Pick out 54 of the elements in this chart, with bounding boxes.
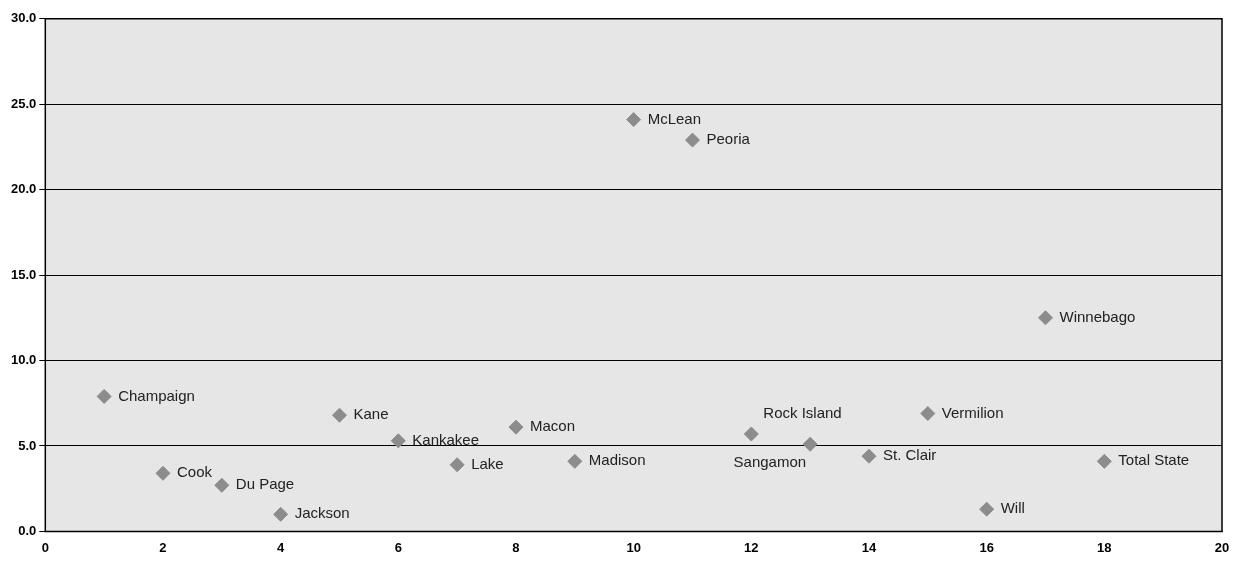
annotation: Vermilion	[941, 403, 1004, 421]
point	[979, 501, 995, 517]
point	[273, 506, 289, 522]
annotation: Du Page	[235, 475, 295, 493]
point	[508, 419, 524, 435]
annotation: Champaign	[118, 386, 195, 404]
y-tick-label: 30.0	[10, 10, 37, 26]
point	[684, 132, 700, 148]
annotation: Macon	[529, 417, 576, 435]
x-tick-label: 18	[1097, 539, 1112, 555]
annotation: Will	[1000, 499, 1025, 517]
y-tick-label: 10.0	[10, 352, 37, 368]
annotation: Cook	[176, 463, 213, 481]
annotation: Lake	[471, 454, 504, 472]
annotation: Rock Island	[763, 404, 842, 422]
annotation: Madison	[588, 451, 646, 469]
x-tick-label: 12	[744, 539, 759, 555]
annotation: Kane	[353, 405, 389, 423]
point	[626, 112, 642, 128]
point	[1037, 310, 1053, 326]
y-tick-label: 5.0	[18, 437, 37, 453]
x-tick-label: 20	[1214, 539, 1230, 555]
annotation: Peoria	[706, 130, 751, 148]
point	[743, 426, 759, 442]
y-tick-label: 0.0	[18, 522, 37, 538]
x-tick-label: 16	[979, 539, 994, 555]
annotation: St. Clair	[882, 446, 937, 464]
point	[96, 388, 112, 404]
annotation: Jackson	[294, 504, 350, 522]
point	[920, 406, 936, 421]
x-tick-label: 4	[277, 539, 286, 555]
y-tick-label: 25.0	[10, 95, 37, 111]
annotation: Sangamon	[733, 453, 807, 471]
point	[802, 436, 818, 452]
x-tick-label: 8	[512, 539, 520, 555]
point	[331, 407, 347, 423]
point	[861, 448, 877, 464]
y-tick-label: 20.0	[10, 181, 37, 197]
annotation: Total State	[1118, 451, 1190, 469]
x-tick-label: 2	[159, 539, 167, 555]
point	[449, 457, 465, 473]
point	[214, 477, 230, 493]
annotation: Winnebago	[1059, 307, 1136, 325]
point	[155, 465, 171, 481]
point	[390, 433, 406, 449]
x-tick-label: 0	[41, 539, 49, 555]
y-tick-label: 15.0	[10, 266, 37, 282]
annotation: McLean	[647, 109, 702, 127]
x-tick-label: 6	[394, 539, 402, 555]
x-tick-label: 10	[626, 539, 641, 555]
x-tick-label: 14	[861, 539, 877, 555]
annotation: Kankakee	[412, 430, 480, 448]
point	[1096, 453, 1112, 469]
point	[567, 453, 583, 469]
